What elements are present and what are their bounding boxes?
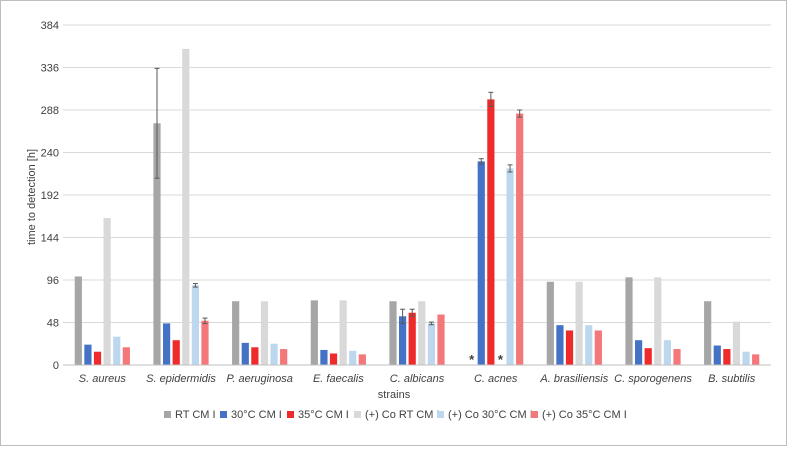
bar bbox=[713, 345, 721, 365]
gridlines bbox=[63, 24, 771, 323]
bar bbox=[191, 285, 199, 365]
bar bbox=[723, 349, 731, 365]
legend-swatch bbox=[164, 411, 171, 418]
bar bbox=[358, 354, 366, 365]
y-tick-labels: 0 48 96 144 192 240 288 336 384 bbox=[41, 20, 59, 372]
bar bbox=[418, 301, 426, 365]
legend-swatch bbox=[220, 411, 227, 418]
bar bbox=[389, 301, 397, 365]
y-tick-label: 144 bbox=[41, 233, 59, 245]
bar bbox=[251, 347, 259, 365]
bar bbox=[270, 343, 278, 365]
y-tick-label: 288 bbox=[41, 105, 59, 117]
legend-swatch bbox=[437, 411, 444, 418]
bar bbox=[594, 330, 602, 365]
annotation-asterisk: * bbox=[498, 352, 504, 367]
bar bbox=[654, 277, 662, 365]
bar bbox=[575, 281, 583, 365]
bar bbox=[704, 301, 712, 365]
y-tick-label: 0 bbox=[53, 360, 59, 372]
bar bbox=[329, 353, 338, 365]
bar bbox=[556, 325, 564, 365]
bar bbox=[644, 348, 652, 365]
y-tick-label: 192 bbox=[41, 190, 59, 202]
bar bbox=[241, 342, 249, 365]
legend-swatch bbox=[287, 411, 294, 418]
bar bbox=[506, 168, 514, 365]
x-tick-label: A. brasiliensis bbox=[539, 373, 608, 385]
bar bbox=[635, 340, 643, 365]
bar bbox=[172, 340, 180, 365]
y-axis-title: time to detection [h] bbox=[26, 149, 38, 245]
x-category-labels: S. aureus S. epidermidis P. aeruginosa E. f… bbox=[79, 373, 756, 385]
bar bbox=[163, 323, 171, 365]
x-tick-label: C. acnes bbox=[474, 373, 518, 385]
x-axis-title: strains bbox=[378, 389, 411, 401]
x-tick-label: S. epidermidis bbox=[146, 373, 216, 385]
bar bbox=[93, 351, 102, 365]
y-tick-label: 48 bbox=[47, 318, 59, 330]
y-tick-label: 384 bbox=[41, 20, 59, 32]
bar bbox=[546, 281, 554, 365]
bar bbox=[732, 321, 741, 365]
legend-label: (+) Co 30°C CM I bbox=[448, 409, 533, 421]
error-bars bbox=[154, 67, 523, 326]
bar bbox=[565, 330, 574, 365]
legend-label: (+) Co 35°C CM I bbox=[542, 409, 627, 421]
bar bbox=[339, 300, 347, 365]
bar bbox=[310, 300, 318, 365]
legend-label: RT CM I bbox=[175, 409, 216, 421]
annotation-asterisk: * bbox=[469, 352, 475, 367]
bar bbox=[280, 349, 288, 365]
bar bbox=[752, 354, 760, 365]
x-tick-label: C. sporogenens bbox=[614, 373, 692, 385]
bar bbox=[349, 350, 357, 365]
x-tick-label: S. aureus bbox=[79, 373, 127, 385]
y-tick-label: 336 bbox=[41, 63, 59, 75]
bar bbox=[232, 301, 240, 365]
bar bbox=[673, 349, 681, 365]
bar bbox=[122, 347, 130, 365]
bar bbox=[585, 325, 593, 365]
annotations: * * bbox=[469, 352, 504, 367]
x-tick-label: P. aeruginosa bbox=[226, 373, 292, 385]
bar bbox=[427, 323, 435, 365]
legend-label: 30°C CM I bbox=[231, 409, 282, 421]
bar bbox=[625, 277, 633, 365]
bar bbox=[477, 161, 485, 365]
bar bbox=[487, 99, 495, 365]
bar bbox=[153, 123, 161, 365]
x-tick-label: C. albicans bbox=[390, 373, 445, 385]
legend-label: (+) Co RT CM I bbox=[365, 409, 439, 421]
y-tick-label: 96 bbox=[47, 275, 59, 287]
bar bbox=[201, 320, 209, 365]
legend: RT CM I 30°C CM I 35°C CM I (+) Co RT CM I (… bbox=[164, 409, 627, 421]
legend-label: 35°C CM I bbox=[298, 409, 349, 421]
y-tick-label: 240 bbox=[41, 148, 59, 160]
bar bbox=[399, 316, 407, 365]
bar bbox=[742, 351, 750, 365]
x-tick-label: E. faecalis bbox=[313, 373, 364, 385]
bar bbox=[320, 349, 328, 365]
bar bbox=[516, 113, 524, 366]
bar bbox=[74, 276, 82, 365]
bar bbox=[408, 312, 416, 365]
bar bbox=[182, 48, 190, 365]
bar bbox=[663, 340, 671, 365]
bar bbox=[437, 314, 445, 365]
legend-swatch bbox=[531, 411, 538, 418]
bar bbox=[113, 336, 121, 365]
legend-swatch bbox=[354, 411, 361, 418]
bar bbox=[260, 301, 269, 365]
bar bbox=[103, 218, 111, 365]
bars bbox=[74, 48, 760, 366]
bar bbox=[84, 344, 92, 365]
x-tick-label: B. subtilis bbox=[708, 373, 756, 385]
